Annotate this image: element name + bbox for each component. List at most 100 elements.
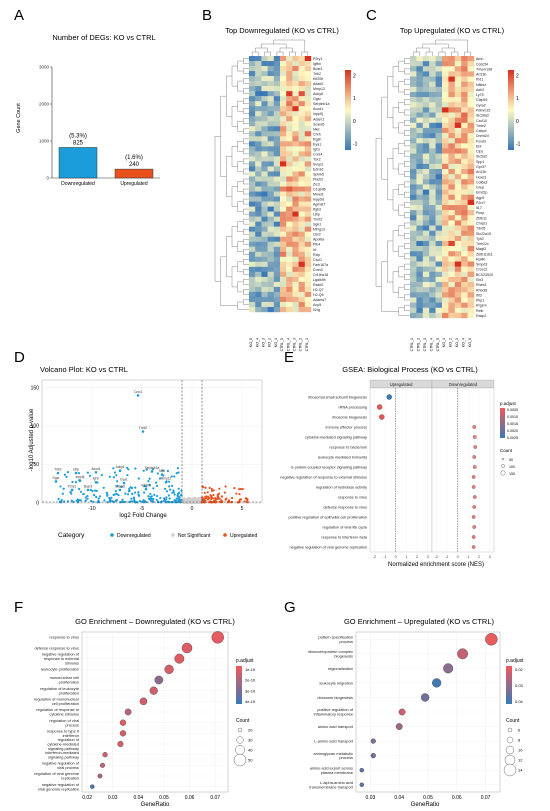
volcano-point-downregulated bbox=[168, 485, 171, 488]
volcano-point-downregulated bbox=[177, 471, 180, 474]
gsea-dot bbox=[379, 414, 385, 420]
heatmap-cell bbox=[448, 220, 455, 226]
x-tick-label: 3 bbox=[427, 555, 429, 559]
heatmap-cell bbox=[267, 266, 274, 273]
column-dendrogram-branch bbox=[464, 51, 471, 56]
heatmap-cell bbox=[461, 220, 468, 226]
heatmap-cell bbox=[461, 184, 468, 190]
heatmap-cell bbox=[292, 76, 299, 82]
heatmap-cell bbox=[255, 241, 262, 247]
heatmap-cell bbox=[292, 191, 299, 197]
heatmap-cell bbox=[435, 215, 443, 221]
volcano-point-downregulated bbox=[143, 485, 146, 488]
heatmap-cell bbox=[255, 271, 262, 278]
x-tick-label: 0.04 bbox=[394, 795, 404, 801]
volcano-point-downregulated bbox=[113, 471, 117, 474]
heatmap-cell bbox=[273, 111, 281, 117]
heatmap-cell bbox=[435, 246, 443, 252]
volcano-gene-label: Bcar3 bbox=[84, 484, 93, 488]
heatmap-cell bbox=[280, 301, 287, 308]
heatmap-cell bbox=[422, 148, 430, 154]
heatmap-cell bbox=[292, 291, 299, 298]
heatmap-cell bbox=[454, 251, 462, 257]
heatmap-cell bbox=[454, 220, 462, 226]
heatmap-cell bbox=[442, 148, 449, 154]
heatmap-cell bbox=[448, 276, 455, 283]
heatmap-cell bbox=[304, 151, 312, 157]
heatmap-cell bbox=[298, 166, 305, 172]
heatmap-cell bbox=[410, 312, 417, 319]
heatmap-cell bbox=[267, 191, 274, 197]
heatmap-cell bbox=[292, 116, 299, 122]
volcano-point-downregulated bbox=[152, 497, 155, 501]
panel-letter-b: B bbox=[202, 7, 212, 24]
heatmap-cell bbox=[298, 156, 305, 162]
heatmap-cell bbox=[298, 146, 305, 152]
volcano-gene-label: Ggsr bbox=[53, 476, 61, 480]
heatmap-column-label: KO_2 bbox=[449, 338, 453, 347]
row-dendrogram-branch bbox=[243, 168, 249, 175]
heatmap-cell bbox=[435, 163, 443, 170]
heatmap-cell bbox=[304, 206, 312, 212]
heatmap-cell bbox=[273, 291, 281, 298]
heatmap-cell bbox=[255, 201, 262, 207]
heatmap-cell bbox=[435, 66, 443, 72]
term-label: plasma membrane bbox=[321, 770, 353, 775]
heatmap-column-label: CTRL_4 bbox=[429, 338, 433, 351]
heatmap-cell bbox=[249, 111, 256, 117]
heatmap-row-label: Fam167a bbox=[313, 263, 328, 267]
panel-a-title: Number of DEGs: KO vs CTRL bbox=[52, 33, 155, 42]
volcano-point-upregulated bbox=[220, 499, 223, 502]
legend-count-tick: 30 bbox=[248, 738, 253, 743]
heatmap-cell bbox=[442, 153, 449, 159]
volcano-gene-label: Cnn3 bbox=[134, 390, 142, 394]
heatmap-cell bbox=[454, 153, 462, 159]
go-enrichment-dot bbox=[181, 642, 193, 654]
heatmap-cell bbox=[298, 81, 305, 87]
heatmap-cell bbox=[435, 199, 443, 206]
volcano-point-downregulated bbox=[177, 500, 180, 504]
volcano-point-downregulated bbox=[155, 484, 159, 487]
heatmap-cell bbox=[454, 297, 462, 303]
heatmap-cell bbox=[304, 251, 312, 257]
go-enrichment-dot bbox=[99, 762, 106, 768]
volcano-point-downregulated bbox=[178, 496, 181, 499]
heatmap-cell bbox=[267, 256, 274, 262]
heatmap-cell bbox=[249, 171, 256, 177]
term-label: process bbox=[339, 639, 353, 644]
heatmap-cell bbox=[255, 296, 262, 303]
volcano-point-downregulated bbox=[175, 471, 178, 475]
heatmap-cell bbox=[286, 91, 293, 97]
heatmap-cell bbox=[461, 251, 468, 257]
heatmap-cell bbox=[454, 246, 462, 252]
heatmap-cell bbox=[461, 102, 468, 108]
x-tick-label: 2 bbox=[478, 555, 480, 559]
heatmap-cell bbox=[286, 251, 293, 257]
heatmap-row-label: Dnmt2d bbox=[476, 134, 489, 138]
heatmap-cell bbox=[435, 302, 443, 308]
heatmap-cell bbox=[304, 76, 312, 82]
heatmap-row-label: Pdmm15 bbox=[476, 108, 490, 112]
volcano-point-downregulated bbox=[58, 500, 62, 503]
heatmap-cell bbox=[461, 256, 468, 262]
heatmap-cell bbox=[429, 282, 436, 288]
heatmap-cell bbox=[304, 256, 312, 262]
heatmap-cell bbox=[280, 161, 287, 167]
heatmap-cell bbox=[429, 256, 436, 262]
heatmap-cell bbox=[298, 271, 305, 278]
heatmap-cell bbox=[255, 181, 262, 187]
volcano-point-upregulated bbox=[218, 497, 221, 500]
volcano-point-upregulated bbox=[210, 497, 213, 501]
bar-data-label-pct: (1.6%) bbox=[125, 155, 143, 161]
row-dendrogram-branch bbox=[404, 284, 410, 290]
volcano-point-downregulated bbox=[159, 501, 163, 504]
heatmap-cell bbox=[273, 251, 281, 257]
heatmap-cell bbox=[429, 163, 436, 170]
heatmap-cell bbox=[467, 215, 475, 221]
heatmap-cell bbox=[292, 111, 299, 117]
heatmap-cell bbox=[255, 236, 262, 242]
heatmap-cell bbox=[286, 301, 293, 308]
heatmap-cell bbox=[304, 61, 312, 67]
heatmap-cell bbox=[292, 56, 299, 62]
volcano-point-downregulated bbox=[149, 492, 152, 496]
